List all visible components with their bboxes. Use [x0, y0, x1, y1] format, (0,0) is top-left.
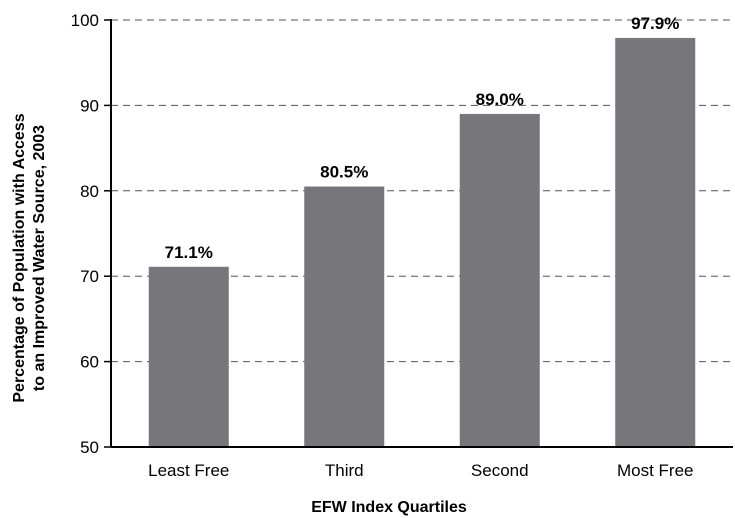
bar: [304, 186, 385, 447]
x-tick-label: Third: [325, 461, 364, 480]
x-tick-label: Least Free: [148, 461, 229, 480]
y-ticks: 50 60 70 80 90 100: [71, 11, 111, 457]
bars: [148, 37, 696, 448]
y-tick-label: 90: [80, 96, 99, 115]
y-tick-label: 80: [80, 182, 99, 201]
bar-value-label: 71.1%: [165, 243, 213, 262]
bar: [615, 37, 696, 448]
data-labels: 71.1% 80.5% 89.0% 97.9%: [165, 14, 680, 262]
y-axis-title-line-1: Percentage of Population with Access: [11, 113, 28, 402]
x-tick-label: Second: [471, 461, 529, 480]
bar-value-label: 80.5%: [320, 163, 368, 182]
bar-value-label: 97.9%: [631, 14, 679, 33]
y-axis-title: Percentage of Population with Access to …: [11, 113, 48, 402]
y-tick-label: 50: [80, 438, 99, 457]
bar-value-label: 89.0%: [476, 90, 524, 109]
y-axis-title-line-2: to an Improved Water Source, 2003: [31, 125, 48, 391]
bar: [459, 113, 540, 447]
bar: [148, 266, 229, 447]
x-ticks: Least Free Third Second Most Free: [148, 461, 693, 480]
y-tick-label: 70: [80, 267, 99, 286]
y-tick-label: 100: [71, 11, 99, 30]
x-tick-label: Most Free: [617, 461, 694, 480]
x-axis-title: EFW Index Quartiles: [311, 499, 467, 516]
y-tick-label: 60: [80, 353, 99, 372]
